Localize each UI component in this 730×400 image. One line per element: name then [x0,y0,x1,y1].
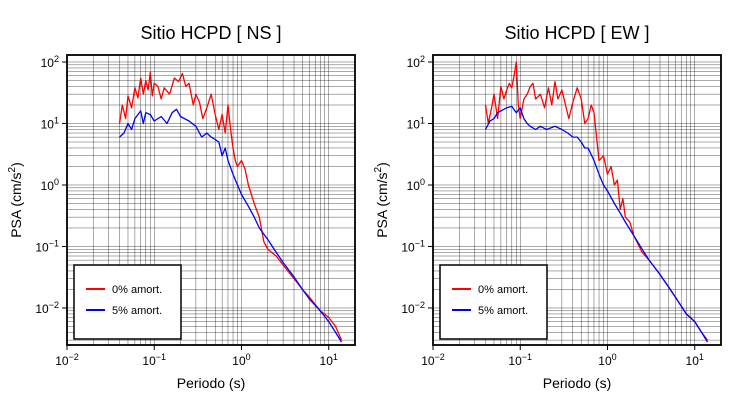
grid [432,55,722,345]
y-tick-label-base: 10 [407,56,421,70]
y-tick-label: 10−1 [35,238,59,254]
y-tick-label-exponent: 2 [54,54,59,64]
x-tick-label-base: 10 [508,354,522,368]
grid [66,55,356,345]
chart-title: Sitio HCPD [ NS ] [140,23,281,43]
x-tick-label-base: 10 [320,354,334,368]
x-tick-label: 100 [232,352,250,368]
y-tick-label: 102 [41,54,59,70]
legend: 0% amort. 5% amort. [439,264,548,340]
y-tick-label-base: 10 [407,117,421,131]
legend-label-1: 5% amort. [112,305,162,317]
y-tick-label-base: 10 [401,240,415,254]
y-tick-label-base: 10 [41,56,55,70]
series-line-1 [484,105,709,343]
y-tick-label: 102 [407,54,425,70]
x-tick-label-base: 10 [686,354,700,368]
x-tick-label-exponent: 1 [333,352,338,362]
x-tick-label-exponent: 1 [699,352,704,362]
y-axis-label-suffix: ) [8,162,24,167]
y-tick-label-exponent: 0 [420,177,425,187]
series-line-0 [118,71,343,341]
y-axis-label-text: PSA (cm/s [374,172,390,237]
legend: 0% amort. 5% amort. [73,264,182,340]
y-tick-label-base: 10 [401,302,415,316]
y-tick-label: 10−2 [35,300,59,316]
x-tick-label-exponent: 0 [246,352,251,362]
y-tick-label: 101 [41,115,59,131]
y-tick-label-base: 10 [41,117,55,131]
y-tick-label-base: 10 [35,240,49,254]
y-tick-label-base: 10 [35,302,49,316]
x-tick-label-base: 10 [598,354,612,368]
y-tick-label: 10−2 [401,300,425,316]
x-tick-label-exponent: −1 [156,352,166,362]
x-tick-label-exponent: −2 [435,352,445,362]
x-tick-label: 101 [320,352,338,368]
y-tick-label-exponent: −2 [49,300,59,310]
legend-label-0: 0% amort. [478,284,528,296]
x-tick-label-base: 10 [421,354,435,368]
y-tick-label-exponent: 2 [420,54,425,64]
y-tick-label: 100 [41,177,59,193]
tick-marks [428,61,696,350]
tick-marks [62,61,330,350]
x-tick-label: 10−1 [142,352,166,368]
y-tick-label: 100 [407,177,425,193]
series-line-1 [119,108,343,343]
y-axis-label-superscript: 2 [7,166,18,172]
y-axis-label-suffix: ) [374,162,390,167]
x-tick-label: 10−1 [508,352,532,368]
x-tick-label: 10−2 [421,352,445,368]
y-tick-label-exponent: −1 [415,238,425,248]
x-tick-label: 101 [686,352,704,368]
y-axis-label: PSA (cm/s2) [373,162,390,238]
y-tick-label-base: 10 [407,179,421,193]
x-tick-label: 10−2 [55,352,79,368]
y-axis-label-superscript: 2 [373,166,384,172]
chart-title: Sitio HCPD [ EW ] [504,23,649,43]
x-tick-label-exponent: −1 [522,352,532,362]
y-tick-label-exponent: 1 [420,115,425,125]
y-tick-label: 101 [407,115,425,131]
plot-frame [66,54,356,346]
x-axis-label: Periodo (s) [543,375,611,391]
legend-box [439,264,548,340]
legend-label-1: 5% amort. [478,305,528,317]
y-axis-label: PSA (cm/s2) [7,162,24,238]
x-tick-label: 100 [598,352,616,368]
x-tick-label-base: 10 [142,354,156,368]
y-tick-label-exponent: −1 [49,238,59,248]
plot-frame [432,54,722,346]
y-tick-label: 10−1 [401,238,425,254]
y-tick-label-base: 10 [41,179,55,193]
y-tick-label-exponent: −2 [415,300,425,310]
legend-label-0: 0% amort. [112,284,162,296]
legend-box [73,264,182,340]
x-axis-label: Periodo (s) [177,375,245,391]
y-tick-label-exponent: 0 [54,177,59,187]
y-axis-label-text: PSA (cm/s [8,172,24,237]
x-tick-label-base: 10 [55,354,69,368]
y-tick-label-exponent: 1 [54,115,59,125]
x-tick-label-exponent: −2 [69,352,79,362]
x-tick-label-exponent: 0 [612,352,617,362]
x-tick-label-base: 10 [232,354,246,368]
